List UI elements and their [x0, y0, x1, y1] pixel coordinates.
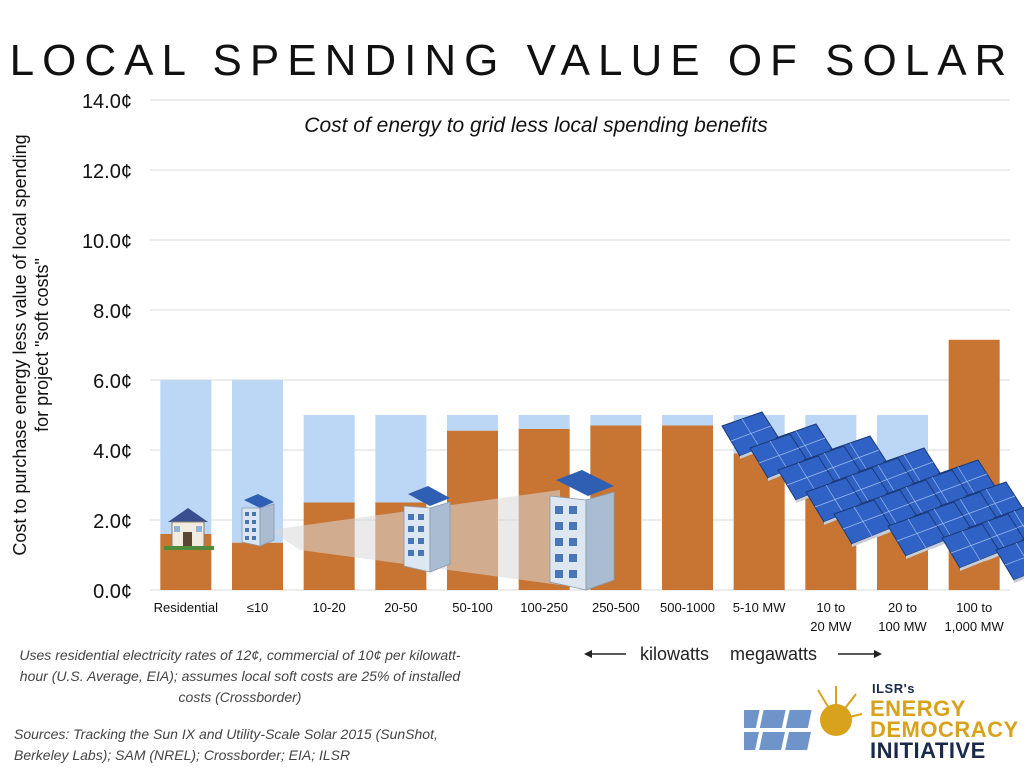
bar-local-spending-value: [590, 415, 642, 426]
bar-local-spending-value: [160, 380, 212, 534]
y-axis-label-line2: for project "soft costs": [32, 258, 52, 432]
y-tick-label: 2.0¢: [93, 511, 132, 533]
sources-note: Sources: Tracking the Sun IX and Utility…: [14, 726, 438, 763]
solar-field-illustration: [721, 411, 1024, 583]
x-tick-label: 500-1000: [660, 600, 715, 615]
left-arrow-icon: [584, 650, 592, 658]
methodology-note: Uses residential electricity rates of 12…: [19, 647, 461, 705]
x-tick-label: 10 to: [816, 600, 845, 615]
logo-line1: ENERGY: [870, 696, 966, 721]
y-tick-label: 8.0¢: [93, 301, 132, 323]
logo-line2: DEMOCRACY: [870, 717, 1019, 742]
x-tick-label: 1,000 MW: [945, 619, 1005, 634]
y-tick-label: 14.0¢: [82, 91, 132, 113]
small-building-icon: [241, 494, 275, 547]
x-tick-label: 10-20: [313, 600, 346, 615]
solar-panel-icon: [941, 523, 1001, 571]
x-tick-label: 100-250: [520, 600, 568, 615]
x-tick-label: 20-50: [384, 600, 417, 615]
y-tick-label: 6.0¢: [93, 371, 132, 393]
medium-building-icon: [403, 486, 451, 573]
y-tick-label: 12.0¢: [82, 161, 132, 183]
bar-local-spending-value: [518, 415, 570, 429]
bar-local-spending-value: [375, 415, 427, 503]
bar-net-cost: [662, 425, 713, 590]
y-tick-label: 4.0¢: [93, 441, 132, 463]
chart-subtitle: Cost of energy to grid less local spendi…: [304, 114, 768, 137]
megawatts-label: megawatts: [730, 644, 817, 664]
x-tick-label: 50-100: [452, 600, 492, 615]
solar-panel-icon: [995, 539, 1024, 583]
x-tick-label: ≤10: [247, 600, 269, 615]
bar-local-spending-value: [662, 415, 713, 426]
energy-democracy-logo: ILSR's ENERGY DEMOCRACY INITIATIVE: [744, 680, 1018, 764]
logo-prefix: ILSR's: [872, 681, 915, 696]
labels: 0.0¢ 2.0¢ 4.0¢ 6.0¢ 8.0¢ 10.0¢ 12.0¢ 14.0¢ Resid…: [10, 91, 1005, 634]
house-icon: [164, 508, 214, 550]
x-tick-label: Residential: [154, 600, 218, 615]
scale-legend: kilowatts megawatts: [584, 642, 884, 666]
x-tick-label: 20 MW: [810, 619, 852, 634]
large-building-icon: [549, 470, 615, 591]
x-tick-label: 250-500: [592, 600, 640, 615]
bar-chart: 0.0¢ 2.0¢ 4.0¢ 6.0¢ 8.0¢ 10.0¢ 12.0¢ 14.0¢ Resid…: [10, 91, 1024, 634]
y-tick-label: 0.0¢: [93, 581, 132, 603]
y-axis-label-line1: Cost to purchase energy less value of lo…: [10, 134, 30, 555]
x-tick-label: 100 MW: [878, 619, 927, 634]
kilowatts-label: kilowatts: [640, 644, 709, 664]
illustrations: [164, 411, 1024, 591]
logo-mark-icon: [744, 686, 863, 750]
solar-panel-icon: [833, 499, 893, 547]
x-tick-label: 20 to: [888, 600, 917, 615]
x-tick-label: 100 to: [956, 600, 992, 615]
bar-local-spending-value: [303, 415, 355, 503]
y-tick-label: 10.0¢: [82, 231, 132, 253]
logo-line3: INITIATIVE: [870, 738, 986, 763]
bar-local-spending-value: [447, 415, 498, 431]
bar-net-cost: [232, 542, 283, 590]
right-arrow-icon: [874, 650, 882, 658]
chart-title: LOCAL SPENDING VALUE OF SOLAR: [9, 36, 1015, 85]
x-tick-label: 5-10 MW: [733, 600, 786, 615]
